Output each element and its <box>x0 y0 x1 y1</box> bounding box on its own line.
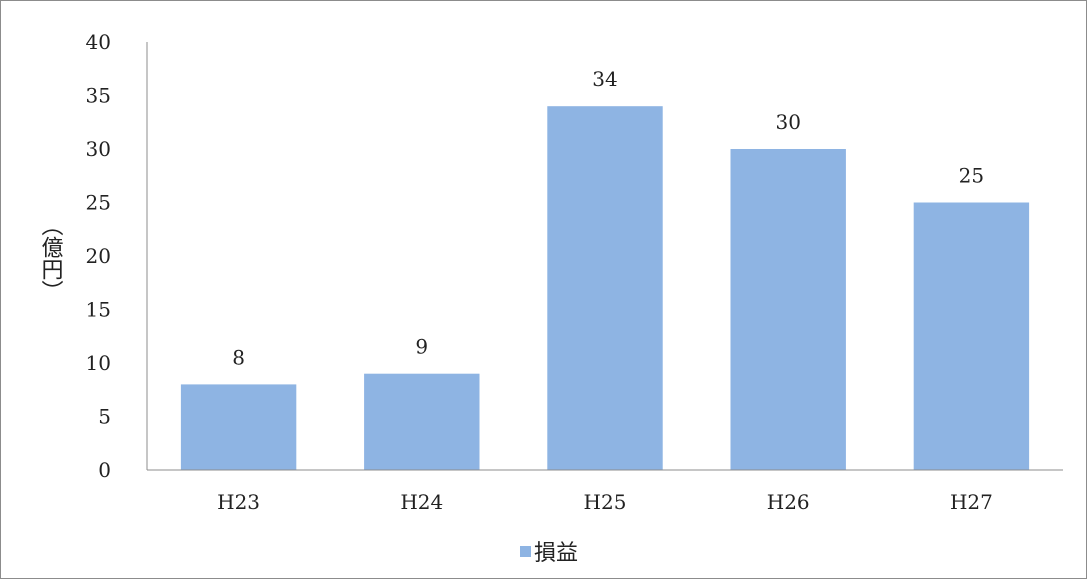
y-tick-label: 5 <box>98 405 111 429</box>
bar-h27 <box>913 202 1030 470</box>
x-tick-label: H26 <box>767 490 810 514</box>
data-label: 34 <box>592 67 617 91</box>
y-tick-label: 40 <box>86 30 111 54</box>
x-tick-label: H27 <box>950 490 993 514</box>
bar-h25 <box>547 106 663 470</box>
x-tick-label: H24 <box>400 490 443 514</box>
bar-h23 <box>180 384 297 470</box>
bar-h24 <box>364 373 480 470</box>
data-label: 30 <box>775 110 800 134</box>
legend: 損益 <box>520 541 578 566</box>
data-label: 9 <box>415 335 428 359</box>
data-labels: 8 9 34 30 25 <box>232 67 984 369</box>
y-axis-label: （億円） <box>38 214 64 302</box>
y-tick-label: 25 <box>86 191 111 215</box>
legend-label: 損益 <box>534 541 578 566</box>
x-tick-label: H25 <box>584 490 627 514</box>
legend-swatch <box>520 546 531 557</box>
bars <box>180 106 1030 470</box>
bar-h26 <box>730 149 846 470</box>
x-tick-label: H23 <box>217 490 260 514</box>
y-tick-label: 20 <box>86 244 111 268</box>
y-tick-label: 35 <box>86 84 111 108</box>
x-axis-labels: H23 H24 H25 H26 H27 <box>217 490 993 514</box>
y-tick-label: 30 <box>86 137 111 161</box>
y-tick-label: 15 <box>86 298 111 322</box>
data-label: 8 <box>232 345 245 369</box>
y-tick-label: 0 <box>98 458 111 482</box>
y-axis-ticks: 0 5 10 15 20 25 30 35 40 <box>86 30 111 482</box>
data-label: 25 <box>959 164 984 188</box>
y-tick-label: 10 <box>86 351 111 375</box>
